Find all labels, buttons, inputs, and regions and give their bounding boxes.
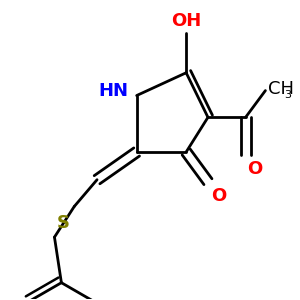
Text: CH: CH <box>268 80 294 98</box>
Text: O: O <box>248 160 263 178</box>
Text: 3: 3 <box>284 89 291 100</box>
Text: OH: OH <box>171 12 201 30</box>
Text: HN: HN <box>99 82 129 100</box>
Text: O: O <box>211 187 226 205</box>
Text: S: S <box>56 214 69 232</box>
